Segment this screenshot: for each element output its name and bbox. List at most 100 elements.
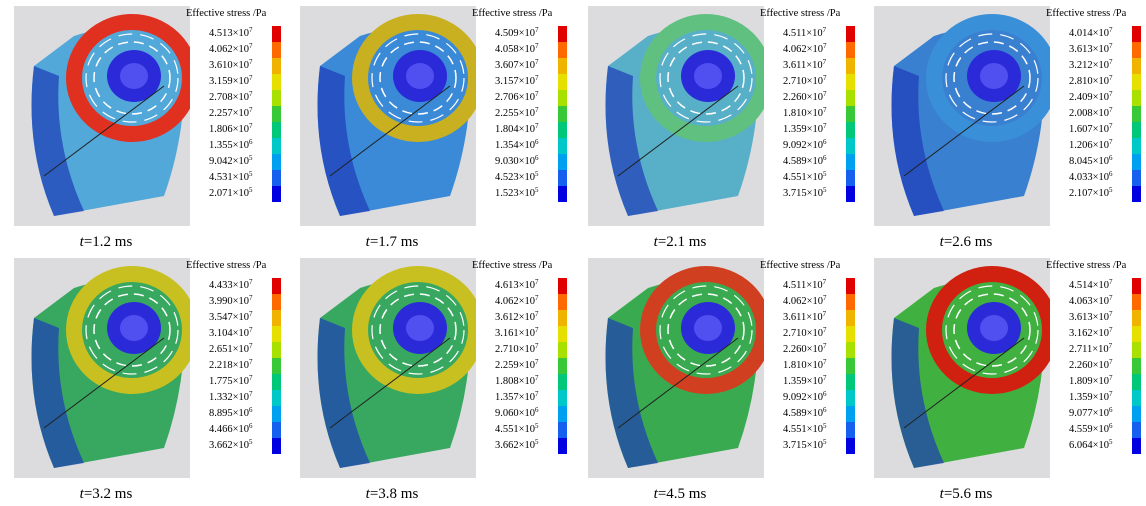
time-caption: t=5.6 ms	[939, 486, 993, 502]
legend-value: 2.710×107	[494, 342, 539, 357]
legend-exponent: 5	[1109, 186, 1113, 194]
legend-value: 9.060×106	[494, 406, 539, 421]
legend-value: 4.433×107	[208, 278, 253, 293]
legend-value: 3.159×107	[208, 74, 253, 89]
stress-legend: 4.433×107 3.990×107 3.547×107 3.104×107 2.65…	[208, 278, 286, 454]
legend-exponent: 5	[249, 170, 253, 178]
legend-row: 2.708×107	[208, 90, 286, 106]
legend-swatch	[272, 294, 281, 310]
legend-exponent: 7	[822, 58, 827, 66]
legend-exponent: 5	[249, 438, 253, 446]
legend-swatch	[1132, 90, 1141, 106]
legend-value: 9.042×105	[208, 154, 253, 169]
legend-row: 4.062×107	[782, 42, 860, 58]
legend-swatch	[558, 138, 567, 154]
legend-swatch	[846, 42, 855, 58]
legend-value: 4.058×107	[494, 42, 539, 57]
legend-row: 1.355×106	[208, 138, 286, 154]
legend-swatch	[1132, 422, 1141, 438]
simulation-render	[300, 6, 476, 226]
legend-exponent: 7	[823, 106, 827, 114]
legend-value: 3.162×107	[1068, 326, 1113, 341]
legend-row: 1.523×105	[494, 186, 572, 202]
legend-exponent: 7	[1109, 374, 1113, 382]
simulation-render	[14, 6, 190, 226]
legend-value: 4.551×105	[494, 422, 539, 437]
legend-exponent: 7	[535, 326, 539, 334]
legend-row: 4.509×107	[494, 26, 572, 42]
stress-panel: Effective stress /Pa 4.514×107 4.063×107 3.…	[866, 258, 1146, 506]
legend-value: 2.260×107	[782, 342, 827, 357]
legend-exponent: 7	[1109, 90, 1113, 98]
legend-row: 3.162×107	[1068, 326, 1146, 342]
legend-row: 3.610×107	[208, 58, 286, 74]
legend-value: 4.589×106	[782, 154, 827, 169]
legend-title: Effective stress /Pa	[760, 8, 841, 19]
legend-value: 1.359×107	[782, 374, 827, 389]
legend-row: 3.159×107	[208, 74, 286, 90]
legend-exponent: 7	[822, 278, 827, 286]
legend-swatch	[272, 342, 281, 358]
legend-swatch	[558, 438, 567, 454]
legend-swatch	[846, 90, 855, 106]
legend-value: 3.662×105	[208, 438, 253, 453]
time-caption: t=2.1 ms	[653, 234, 707, 250]
legend-row: 1.810×107	[782, 358, 860, 374]
legend-exponent: 7	[823, 74, 827, 82]
legend-value: 1.355×106	[208, 138, 253, 153]
legend-exponent: 7	[823, 326, 827, 334]
legend-row: 2.260×107	[1068, 358, 1146, 374]
legend-value: 4.062×107	[208, 42, 253, 57]
legend-swatch	[272, 106, 281, 122]
cylinder-stress-image	[891, 14, 1050, 216]
legend-swatch	[272, 278, 281, 294]
simulation-render	[874, 258, 1050, 478]
legend-row: 2.710×107	[782, 326, 860, 342]
legend-exponent: 6	[1109, 154, 1113, 162]
legend-exponent: 7	[823, 90, 827, 98]
legend-swatch	[1132, 42, 1141, 58]
legend-title: Effective stress /Pa	[186, 8, 267, 19]
legend-swatch	[272, 58, 281, 74]
legend-swatch	[1132, 390, 1141, 406]
legend-swatch	[846, 26, 855, 42]
legend-row: 2.711×107	[1068, 342, 1146, 358]
legend-exponent: 7	[535, 310, 539, 318]
legend-value: 4.062×107	[494, 294, 539, 309]
legend-exponent: 5	[1109, 438, 1113, 446]
legend-exponent: 7	[822, 310, 827, 318]
time-variable: t	[79, 234, 84, 250]
legend-value: 2.710×107	[782, 74, 827, 89]
legend-row: 1.359×107	[1068, 390, 1146, 406]
legend-value: 4.523×105	[494, 170, 539, 185]
legend-exponent: 7	[1108, 342, 1113, 350]
legend-swatch	[558, 26, 567, 42]
time-variable: t	[653, 486, 658, 502]
legend-exponent: 7	[249, 122, 253, 130]
legend-swatch	[272, 310, 281, 326]
legend-exponent: 7	[535, 122, 539, 130]
stress-legend: 4.509×107 4.058×107 3.607×107 3.157×107 2.70…	[494, 26, 572, 202]
simulation-render	[14, 258, 190, 478]
legend-row: 2.071×105	[208, 186, 286, 202]
legend-row: 3.990×107	[208, 294, 286, 310]
simulation-render	[874, 6, 1050, 226]
legend-swatch	[558, 374, 567, 390]
legend-swatch	[558, 58, 567, 74]
stress-legend: 4.513×107 4.062×107 3.610×107 3.159×107 2.70…	[208, 26, 286, 202]
legend-swatch	[272, 390, 281, 406]
legend-swatch	[272, 374, 281, 390]
legend-row: 1.806×107	[208, 122, 286, 138]
legend-exponent: 7	[1109, 74, 1113, 82]
legend-exponent: 7	[1109, 58, 1113, 66]
legend-value: 4.063×107	[1068, 294, 1113, 309]
simulation-render	[588, 258, 764, 478]
legend-exponent: 7	[249, 278, 253, 286]
legend-swatch	[558, 42, 567, 58]
legend-value: 8.045×106	[1068, 154, 1113, 169]
legend-swatch	[846, 170, 855, 186]
legend-exponent: 7	[1109, 358, 1113, 366]
legend-row: 4.063×107	[1068, 294, 1146, 310]
legend-swatch	[558, 170, 567, 186]
